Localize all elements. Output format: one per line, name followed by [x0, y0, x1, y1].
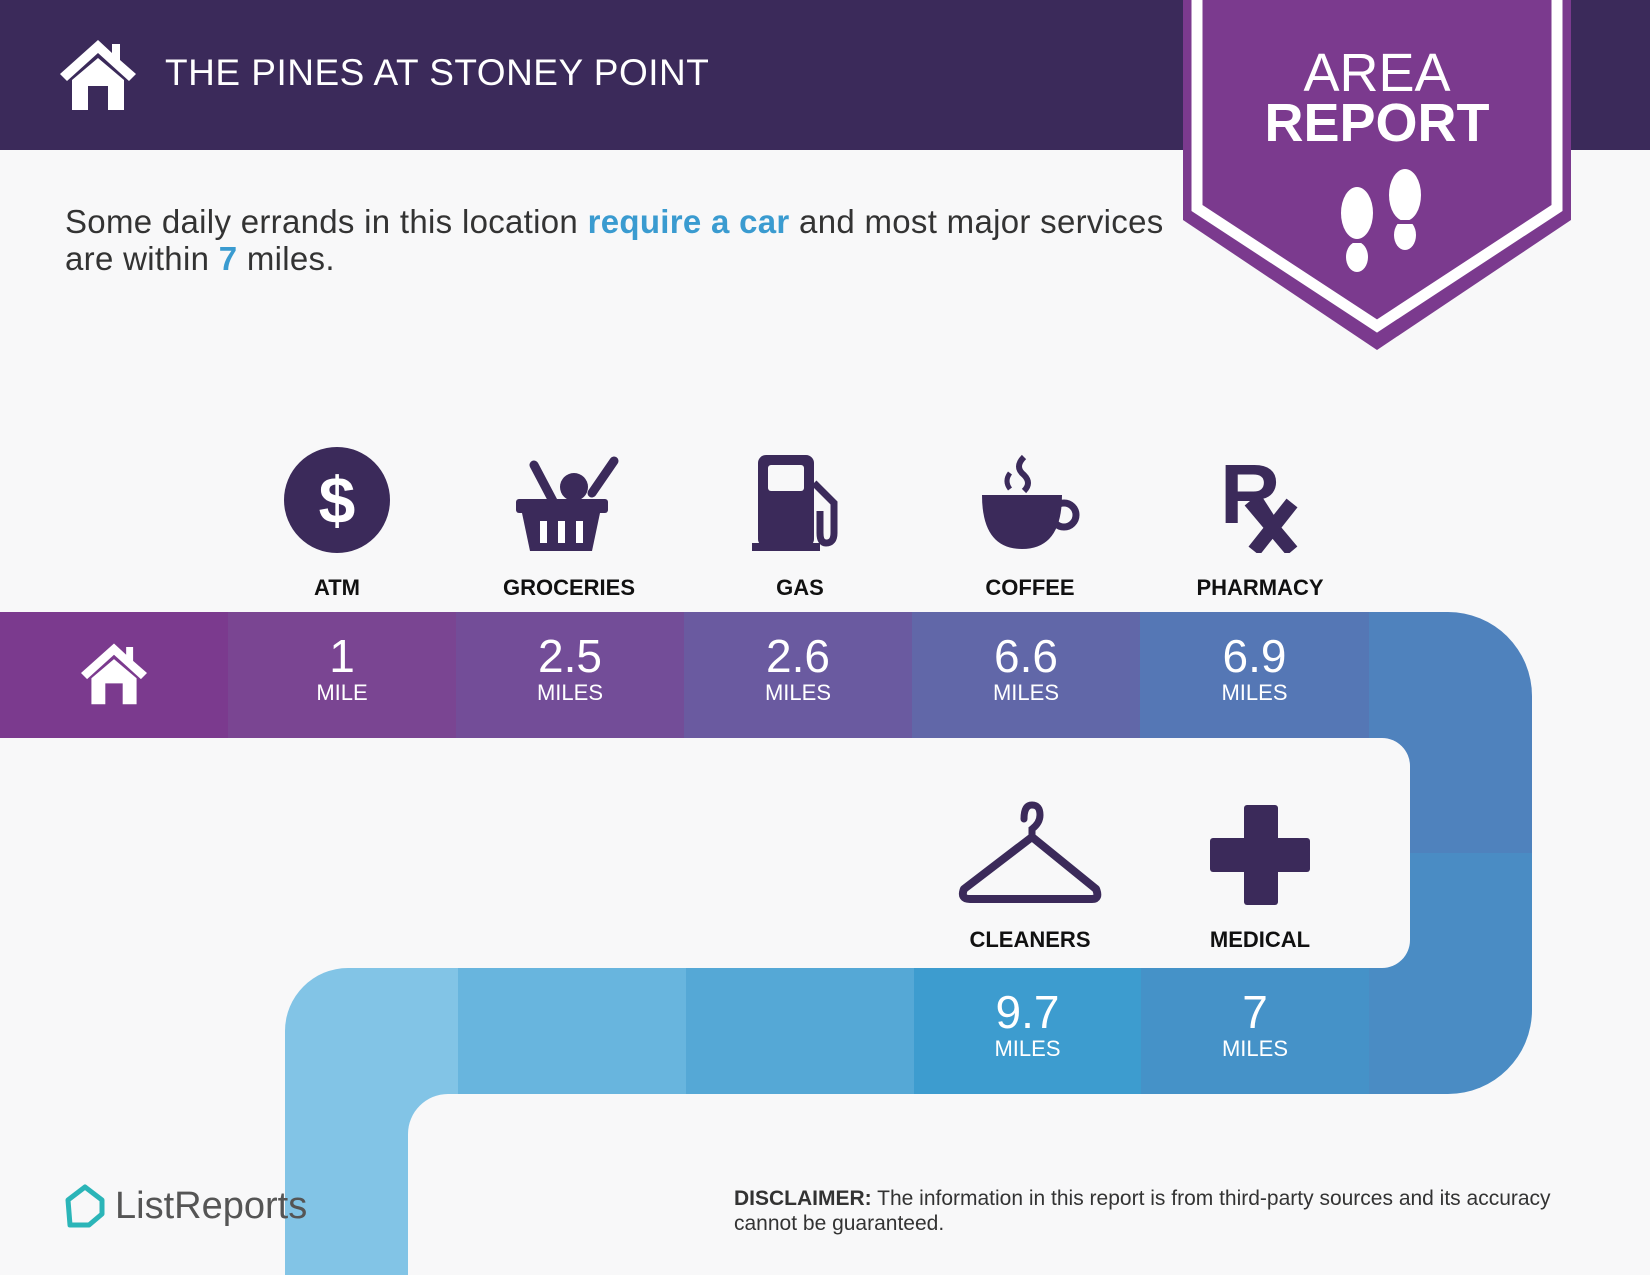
category-medical: MEDICAL: [1146, 800, 1374, 953]
house-icon: [81, 643, 147, 705]
category-pharmacy: R PHARMACY: [1146, 448, 1374, 601]
badge-line-2: REPORT: [1264, 93, 1490, 153]
area-report-badge: [1183, 0, 1571, 350]
hanger-icon: [958, 801, 1102, 903]
distance-cell-coffee: 6.6 MILES: [912, 612, 1140, 738]
home-cell: [0, 612, 228, 738]
dollar-icon: $: [284, 447, 390, 553]
category-label: ATM: [313, 575, 361, 600]
category-coffee: COFFEE: [916, 448, 1144, 601]
disclaimer: DISCLAIMER: The information in this repo…: [734, 1187, 1551, 1235]
intro-text: Some daily errands in this location requ…: [65, 203, 1164, 277]
badge-title: AREA REPORT: [1183, 43, 1571, 153]
category-gas: GAS: [686, 448, 914, 601]
logo-text: ListReports: [115, 1184, 308, 1227]
medical-cross-icon: [1210, 805, 1310, 905]
route-inner-corner: [408, 1094, 1650, 1275]
footprints-icon: [1339, 169, 1423, 272]
distance-cell-pharmacy: 6.9 MILES: [1140, 612, 1369, 738]
category-atm: $ ATM: [223, 447, 451, 601]
page-title: THE PINES AT STONEY POINT: [165, 52, 710, 93]
distance-cell-medical: 7 MILES: [1141, 968, 1369, 1094]
category-groceries: GROCERIES: [455, 448, 683, 601]
distance-cell-groceries: 2.5 MILES: [456, 612, 684, 738]
route-segment: [458, 968, 686, 1094]
category-label: GROCERIES: [502, 575, 636, 600]
badge-line-1: AREA: [1303, 43, 1451, 103]
category-label: COFFEE: [985, 575, 1075, 600]
listreports-logo: ListReports: [65, 1184, 307, 1228]
gas-pump-icon: [752, 455, 838, 551]
route-gap: [0, 738, 1410, 968]
category-label: MEDICAL: [1209, 927, 1311, 952]
category-label: CLEANERS: [969, 927, 1091, 952]
house-icon: [60, 40, 136, 110]
category-cleaners: CLEANERS: [916, 800, 1144, 953]
svg-text:$: $: [319, 463, 356, 537]
basket-icon: [516, 456, 619, 551]
distance-cell-cleaners: 9.7 MILES: [914, 968, 1141, 1094]
distance-cell-atm: 1 MILE: [228, 612, 456, 738]
category-label: GAS: [776, 575, 824, 600]
route-segment: [686, 968, 914, 1094]
rx-icon: R: [1220, 451, 1298, 553]
distance-cell-gas: 2.6 MILES: [684, 612, 912, 738]
listreports-logo-icon: [65, 1184, 105, 1228]
coffee-cup-icon: [982, 454, 1080, 549]
category-label: PHARMACY: [1196, 575, 1324, 600]
